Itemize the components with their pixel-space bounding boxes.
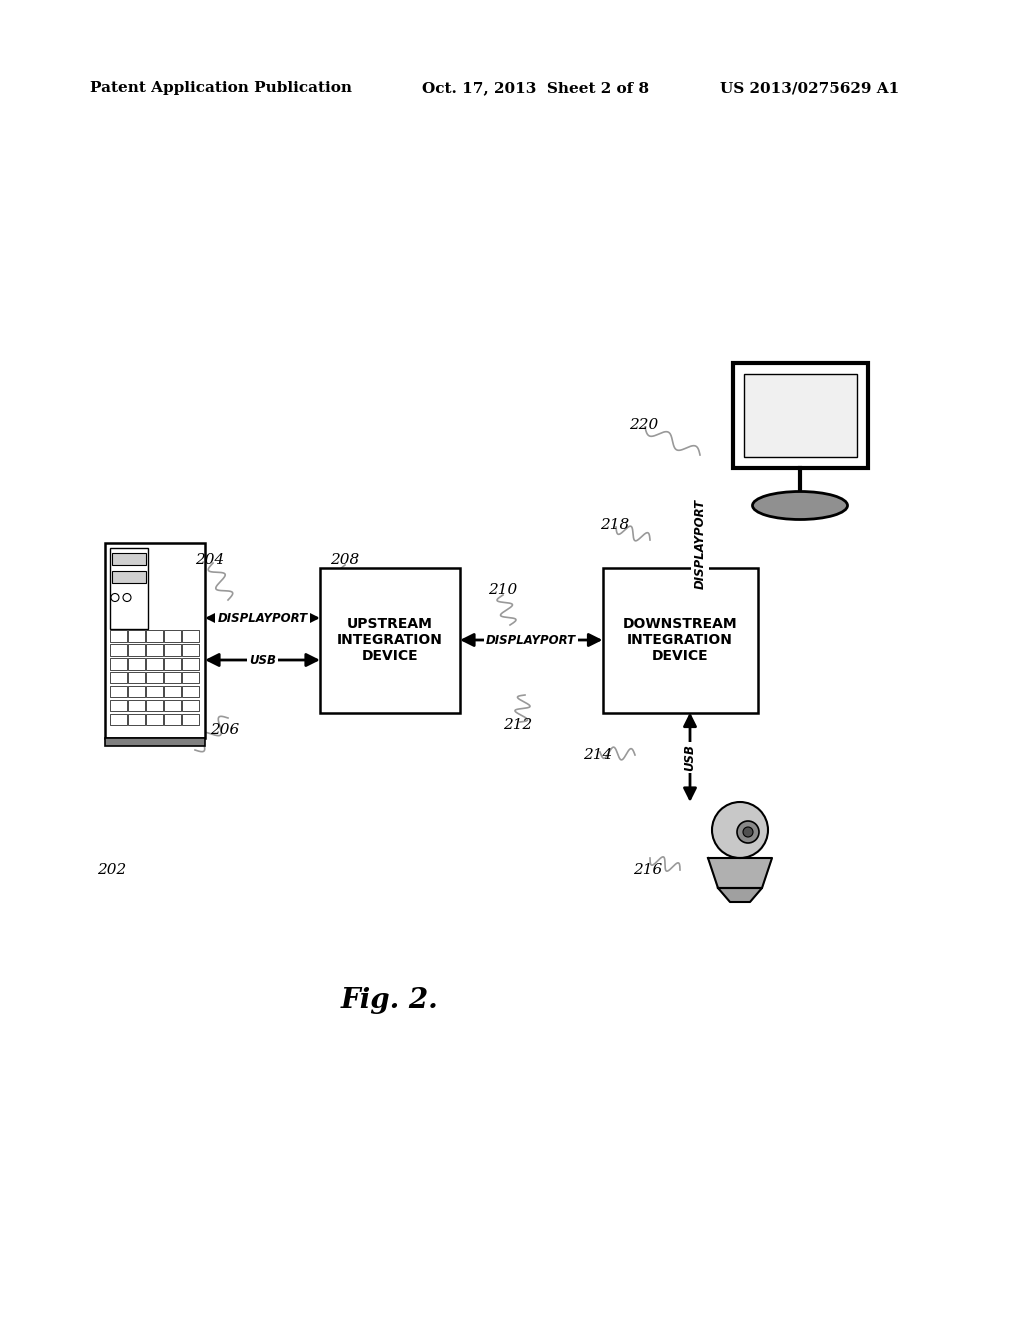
Text: US 2013/0275629 A1: US 2013/0275629 A1 — [720, 81, 899, 95]
Text: 220: 220 — [629, 418, 658, 432]
Bar — [164, 686, 180, 697]
Bar — [146, 714, 163, 725]
Bar — [105, 738, 205, 746]
Bar — [105, 543, 205, 738]
Bar — [602, 568, 758, 713]
Bar — [128, 630, 144, 642]
Text: DISPLAYPORT: DISPLAYPORT — [486, 634, 577, 647]
Text: USB: USB — [683, 743, 696, 771]
Bar — [146, 659, 163, 669]
Text: DISPLAYPORT: DISPLAYPORT — [217, 611, 307, 624]
Text: DISPLAYPORT: DISPLAYPORT — [693, 499, 707, 589]
Bar — [110, 644, 127, 656]
Bar — [182, 686, 199, 697]
Bar — [182, 700, 199, 711]
Text: USB: USB — [249, 653, 276, 667]
Bar — [110, 672, 127, 684]
Circle shape — [123, 594, 131, 602]
Text: Fig. 2.: Fig. 2. — [341, 986, 439, 1014]
Bar — [112, 553, 146, 565]
Bar — [128, 659, 144, 669]
Bar — [182, 672, 199, 684]
Bar — [182, 659, 199, 669]
Text: 212: 212 — [503, 718, 532, 733]
Text: 214: 214 — [583, 748, 612, 762]
Polygon shape — [708, 858, 772, 888]
Text: Oct. 17, 2013  Sheet 2 of 8: Oct. 17, 2013 Sheet 2 of 8 — [422, 81, 649, 95]
Text: 206: 206 — [210, 723, 240, 737]
Circle shape — [712, 803, 768, 858]
Bar — [146, 630, 163, 642]
Bar — [110, 700, 127, 711]
Bar — [128, 672, 144, 684]
Bar — [110, 686, 127, 697]
Bar — [164, 700, 180, 711]
Bar — [164, 630, 180, 642]
Polygon shape — [718, 888, 762, 902]
Bar — [146, 672, 163, 684]
Bar — [110, 659, 127, 669]
Bar — [743, 374, 856, 457]
Circle shape — [111, 594, 119, 602]
Bar — [146, 700, 163, 711]
Bar — [164, 644, 180, 656]
Bar — [182, 644, 199, 656]
Bar — [110, 548, 148, 630]
Circle shape — [743, 828, 753, 837]
Bar — [128, 644, 144, 656]
Text: Patent Application Publication: Patent Application Publication — [90, 81, 352, 95]
Text: 210: 210 — [488, 583, 517, 597]
Text: 204: 204 — [195, 553, 224, 568]
Bar — [319, 568, 460, 713]
Bar — [128, 700, 144, 711]
Bar — [164, 672, 180, 684]
Bar — [110, 714, 127, 725]
Text: 216: 216 — [633, 863, 663, 876]
Bar — [182, 714, 199, 725]
Bar — [146, 644, 163, 656]
Circle shape — [737, 821, 759, 843]
Bar — [146, 686, 163, 697]
Text: 202: 202 — [97, 863, 126, 876]
Bar — [732, 363, 867, 467]
Bar — [110, 630, 127, 642]
Bar — [112, 570, 146, 582]
Bar — [128, 686, 144, 697]
Ellipse shape — [753, 491, 848, 520]
Bar — [128, 714, 144, 725]
Bar — [164, 659, 180, 669]
Text: 208: 208 — [330, 553, 359, 568]
Text: UPSTREAM
INTEGRATION
DEVICE: UPSTREAM INTEGRATION DEVICE — [337, 616, 443, 663]
Text: DOWNSTREAM
INTEGRATION
DEVICE: DOWNSTREAM INTEGRATION DEVICE — [623, 616, 737, 663]
Bar — [182, 630, 199, 642]
Text: 218: 218 — [600, 517, 630, 532]
Bar — [164, 714, 180, 725]
